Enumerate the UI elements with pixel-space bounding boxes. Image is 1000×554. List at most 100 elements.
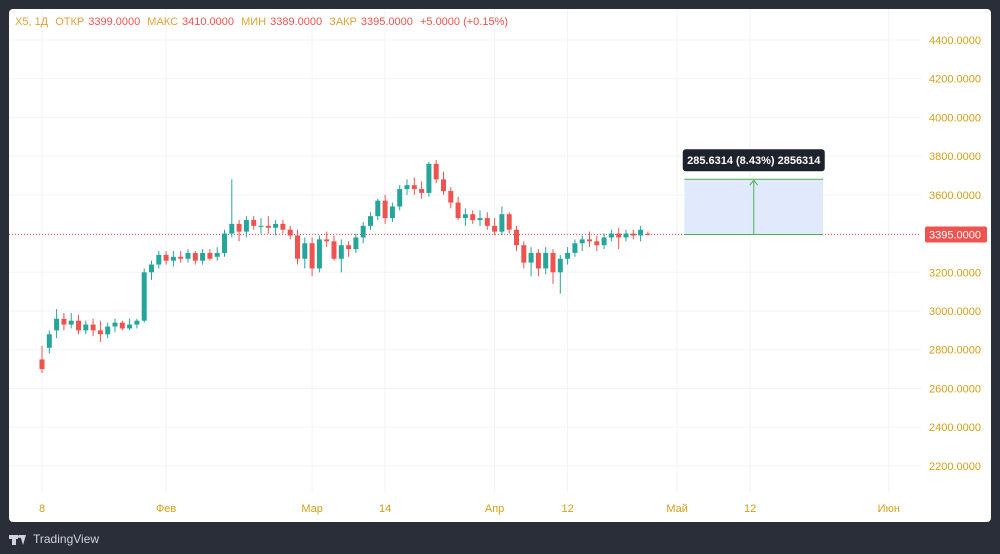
- candle-body: [601, 237, 607, 246]
- candle: [470, 210, 476, 224]
- candle-body: [638, 229, 644, 236]
- candle-body: [258, 225, 264, 227]
- candle-body: [338, 245, 344, 259]
- y-tick-label: 3800.0000: [929, 151, 981, 163]
- candle-body: [54, 318, 60, 331]
- candle-body: [149, 264, 154, 273]
- y-tick-label: 3000.0000: [929, 306, 981, 318]
- candle-body: [251, 220, 257, 226]
- candle: [594, 235, 600, 251]
- candle: [251, 216, 257, 230]
- symbol-legend: X5, 1Д ОТКР 3399.0000 МАКС 3410.0000 МИН 33…: [15, 16, 512, 28]
- symbol-label: X5, 1Д: [15, 16, 49, 28]
- candle: [521, 241, 527, 269]
- candle: [127, 318, 133, 331]
- candle: [587, 231, 592, 248]
- candle-body: [441, 179, 446, 191]
- candle-body: [353, 237, 359, 250]
- time-axis[interactable]: 8 Фев Мар 14 Апр 12 Май 12 Июн: [39, 503, 900, 515]
- x-tick-label: Мар: [301, 503, 323, 515]
- candle-body: [68, 320, 74, 325]
- candle: [433, 160, 439, 184]
- candle: [638, 225, 644, 242]
- candle: [141, 268, 147, 323]
- candle-body: [397, 189, 403, 207]
- candle-body: [645, 233, 651, 235]
- candle: [243, 216, 249, 238]
- measure-arrow-head: [749, 179, 759, 186]
- candle-body: [156, 254, 162, 265]
- candle-body: [97, 330, 103, 335]
- candle: [389, 202, 395, 222]
- candle: [565, 247, 571, 265]
- candle: [76, 314, 81, 335]
- chart-canvas[interactable]: 285.6314 (8.43%) 2856314 2200.0000 2400.0…: [9, 9, 991, 522]
- tradingview-branding[interactable]: TradingView: [9, 531, 99, 547]
- candle: [309, 237, 315, 277]
- candle: [222, 229, 227, 257]
- candle: [170, 251, 176, 267]
- y-tick-label: 4200.0000: [929, 74, 981, 86]
- candle-body: [90, 324, 96, 331]
- candle: [39, 345, 45, 373]
- candle: [543, 247, 549, 275]
- candle: [579, 235, 585, 251]
- candle: [134, 318, 140, 329]
- candle: [499, 206, 505, 236]
- candle-body: [192, 252, 198, 261]
- candle: [601, 233, 607, 250]
- candle-body: [521, 245, 527, 263]
- chart-panel[interactable]: 285.6314 (8.43%) 2856314 2200.0000 2400.0…: [9, 9, 991, 522]
- candle: [200, 249, 206, 265]
- candle: [484, 212, 490, 230]
- candle: [119, 320, 125, 331]
- open-label: ОТКР: [55, 16, 85, 28]
- candle: [353, 233, 359, 253]
- candle-body: [514, 229, 519, 246]
- candle: [550, 249, 556, 284]
- candle: [608, 229, 614, 242]
- candle-body: [455, 202, 461, 219]
- candle: [528, 247, 534, 277]
- candle-body: [506, 214, 512, 230]
- last-price-tag: [925, 226, 987, 243]
- candle-body: [543, 252, 549, 269]
- candle-body: [419, 189, 425, 193]
- candle: [105, 322, 111, 339]
- candle-body: [207, 252, 213, 259]
- candle-body: [214, 252, 220, 257]
- price-range-measure[interactable]: 285.6314 (8.43%) 2856314: [682, 149, 825, 236]
- candle: [54, 309, 60, 339]
- candle-body: [309, 243, 315, 269]
- candle-body: [587, 239, 592, 242]
- candle: [448, 187, 454, 209]
- candle: [455, 196, 461, 221]
- candle-body: [346, 245, 352, 250]
- candle-body: [163, 254, 169, 261]
- candle-body: [528, 252, 534, 263]
- candle: [404, 179, 410, 195]
- y-tick-label: 3600.0000: [929, 190, 981, 202]
- x-tick-label: Июн: [878, 503, 900, 515]
- y-tick-label: 3200.0000: [929, 267, 981, 279]
- candle-body: [616, 233, 622, 238]
- candle: [419, 181, 425, 199]
- candle-body: [83, 324, 89, 331]
- candle: [295, 229, 300, 265]
- candle-body: [375, 200, 381, 217]
- candle: [112, 318, 118, 333]
- candle: [229, 179, 235, 238]
- price-axis[interactable]: 2200.0000 2400.0000 2600.0000 2800.0000 3000…: [925, 35, 987, 473]
- candle: [368, 212, 373, 230]
- candle-body: [119, 322, 125, 329]
- candle: [506, 212, 512, 234]
- candle: [192, 251, 198, 265]
- candle-body: [557, 258, 563, 273]
- candle-body: [448, 190, 454, 203]
- tradingview-brand-label: TradingView: [33, 532, 100, 546]
- candle-body: [295, 235, 300, 259]
- candle: [214, 247, 220, 261]
- candle: [375, 198, 381, 221]
- x-tick-label: 14: [379, 503, 391, 515]
